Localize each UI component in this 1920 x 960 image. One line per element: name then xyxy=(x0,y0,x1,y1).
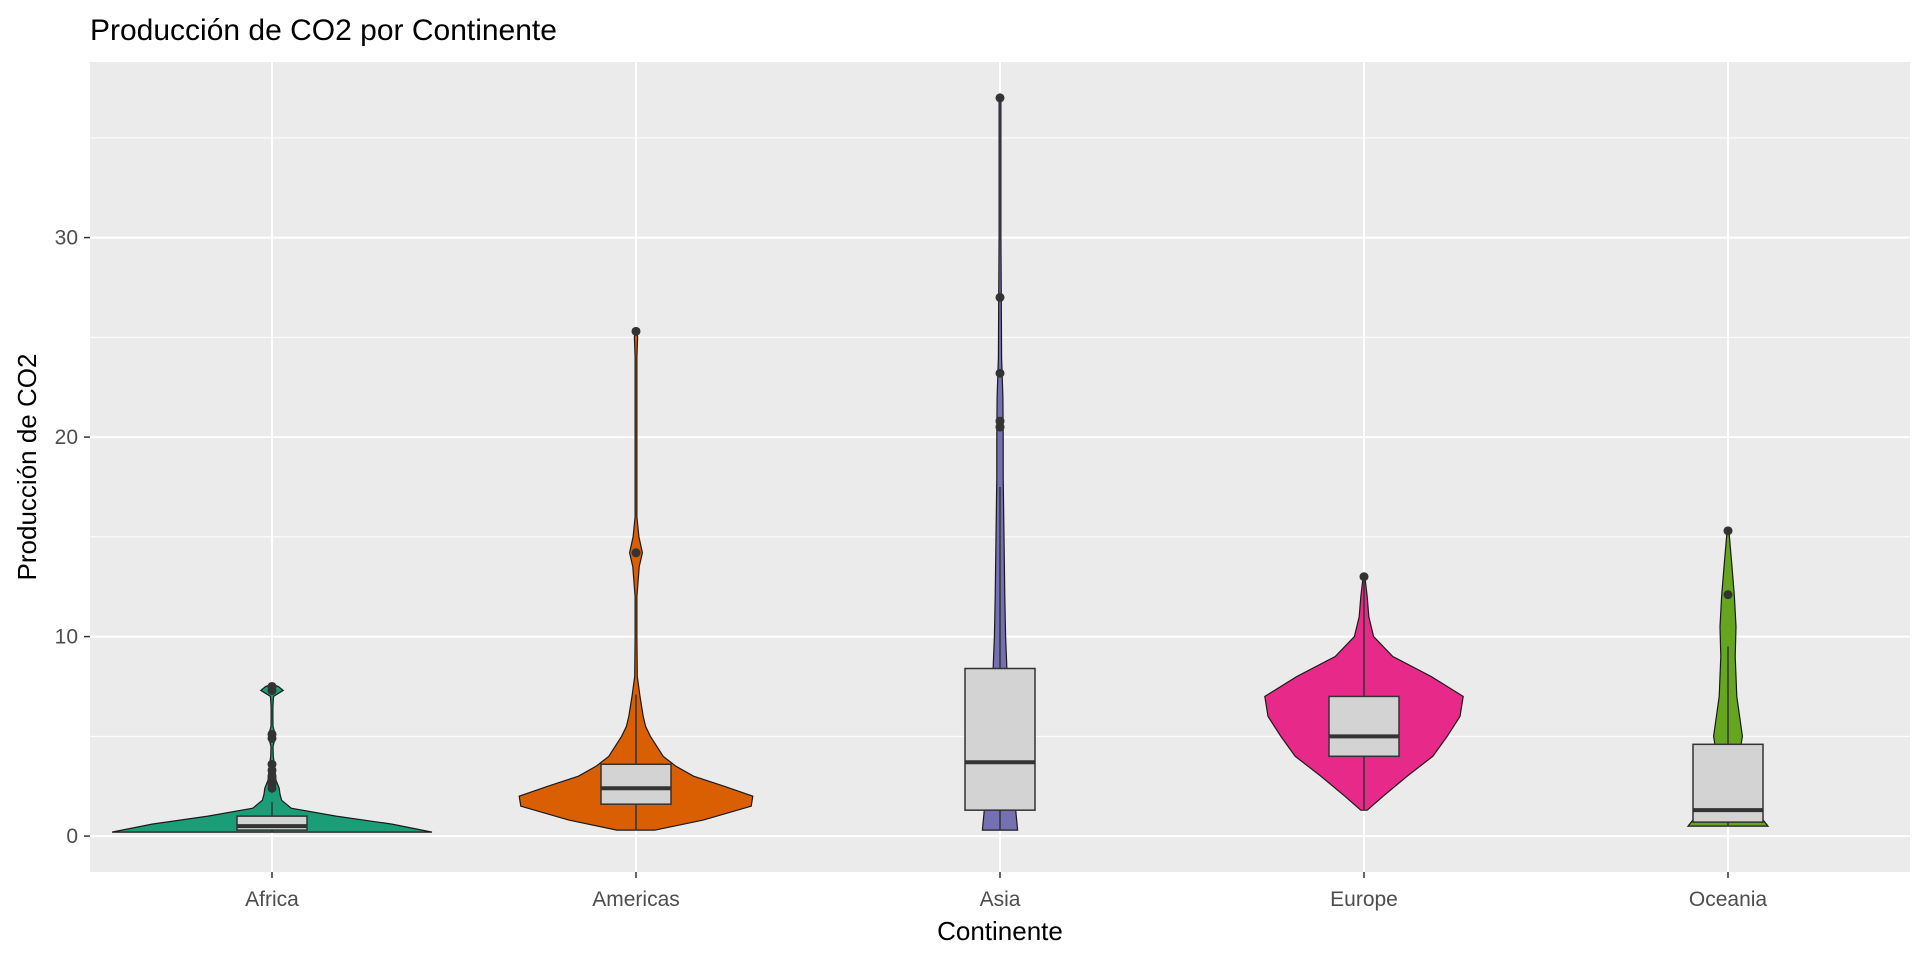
outlier-point xyxy=(267,681,277,691)
outlier-point xyxy=(1723,526,1733,536)
x-tick-label: Oceania xyxy=(1689,888,1768,911)
axes: 0 10 20 30 Africa Americas Asia Europe Oceania xyxy=(55,227,1768,911)
x-tick-label: Europe xyxy=(1330,888,1398,911)
outlier-point xyxy=(631,326,641,336)
x-tick-label: Americas xyxy=(592,888,680,911)
y-tick-label: 30 xyxy=(55,227,78,250)
y-tick-label: 0 xyxy=(66,825,78,848)
y-axis-title: Producción de CO2 xyxy=(12,354,42,581)
outlier-point xyxy=(995,93,1005,103)
x-axis-title: Continente xyxy=(937,916,1063,946)
box-europe xyxy=(1328,695,1400,758)
boxplots xyxy=(236,486,1764,833)
box-asia xyxy=(964,667,1036,811)
x-tick-label: Africa xyxy=(245,888,299,911)
outlier-point xyxy=(1723,590,1733,600)
outlier-point xyxy=(995,368,1005,378)
outlier-points xyxy=(267,93,1733,793)
y-tick-label: 20 xyxy=(55,426,78,449)
outlier-point xyxy=(995,416,1005,426)
outlier-point xyxy=(631,548,641,558)
y-tick-label: 10 xyxy=(55,626,78,649)
box-americas xyxy=(600,763,672,805)
outlier-point xyxy=(995,292,1005,302)
outlier-point xyxy=(1359,572,1369,582)
outlier-point xyxy=(267,729,277,739)
chart-title: Producción de CO2 por Continente xyxy=(90,14,557,47)
x-tick-label: Asia xyxy=(980,888,1021,911)
outlier-point xyxy=(267,759,277,769)
